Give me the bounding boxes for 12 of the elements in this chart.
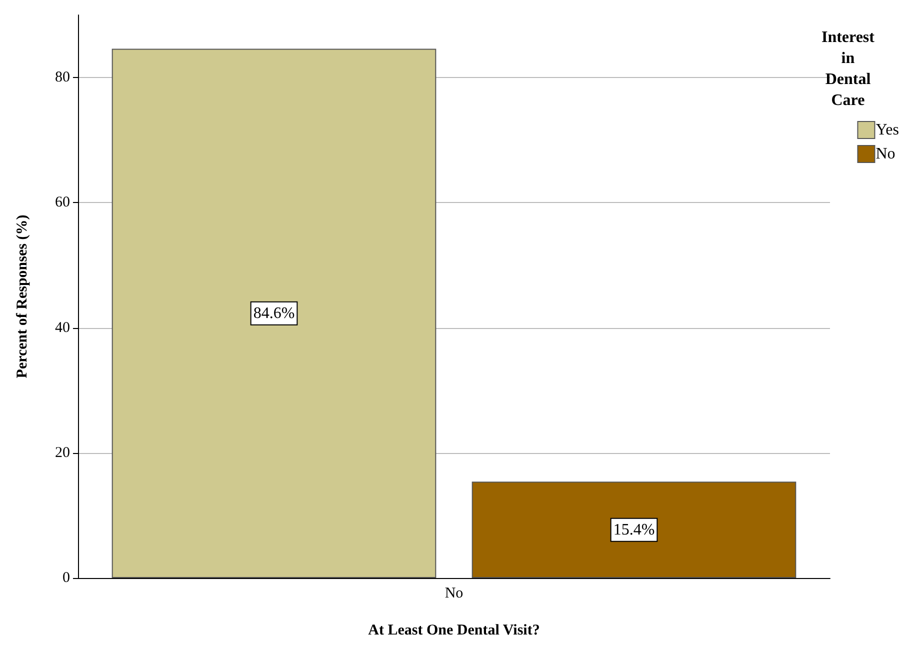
x-axis-title: At Least One Dental Visit?: [368, 622, 540, 638]
data-label: 15.4%: [613, 521, 655, 538]
legend-label: No: [876, 146, 896, 162]
legend-label: Yes: [876, 122, 899, 138]
y-tick-label: 80: [55, 70, 70, 86]
data-label: 84.6%: [253, 304, 295, 322]
y-tick-label: 40: [55, 320, 70, 336]
y-axis-title: Percent of Responses (%): [14, 214, 30, 378]
y-tick-label: 60: [55, 194, 70, 211]
y-tick-label: 20: [55, 444, 70, 461]
y-tick-label: 0: [62, 570, 70, 586]
legend-title: Interest in Dental Care: [821, 29, 876, 109]
